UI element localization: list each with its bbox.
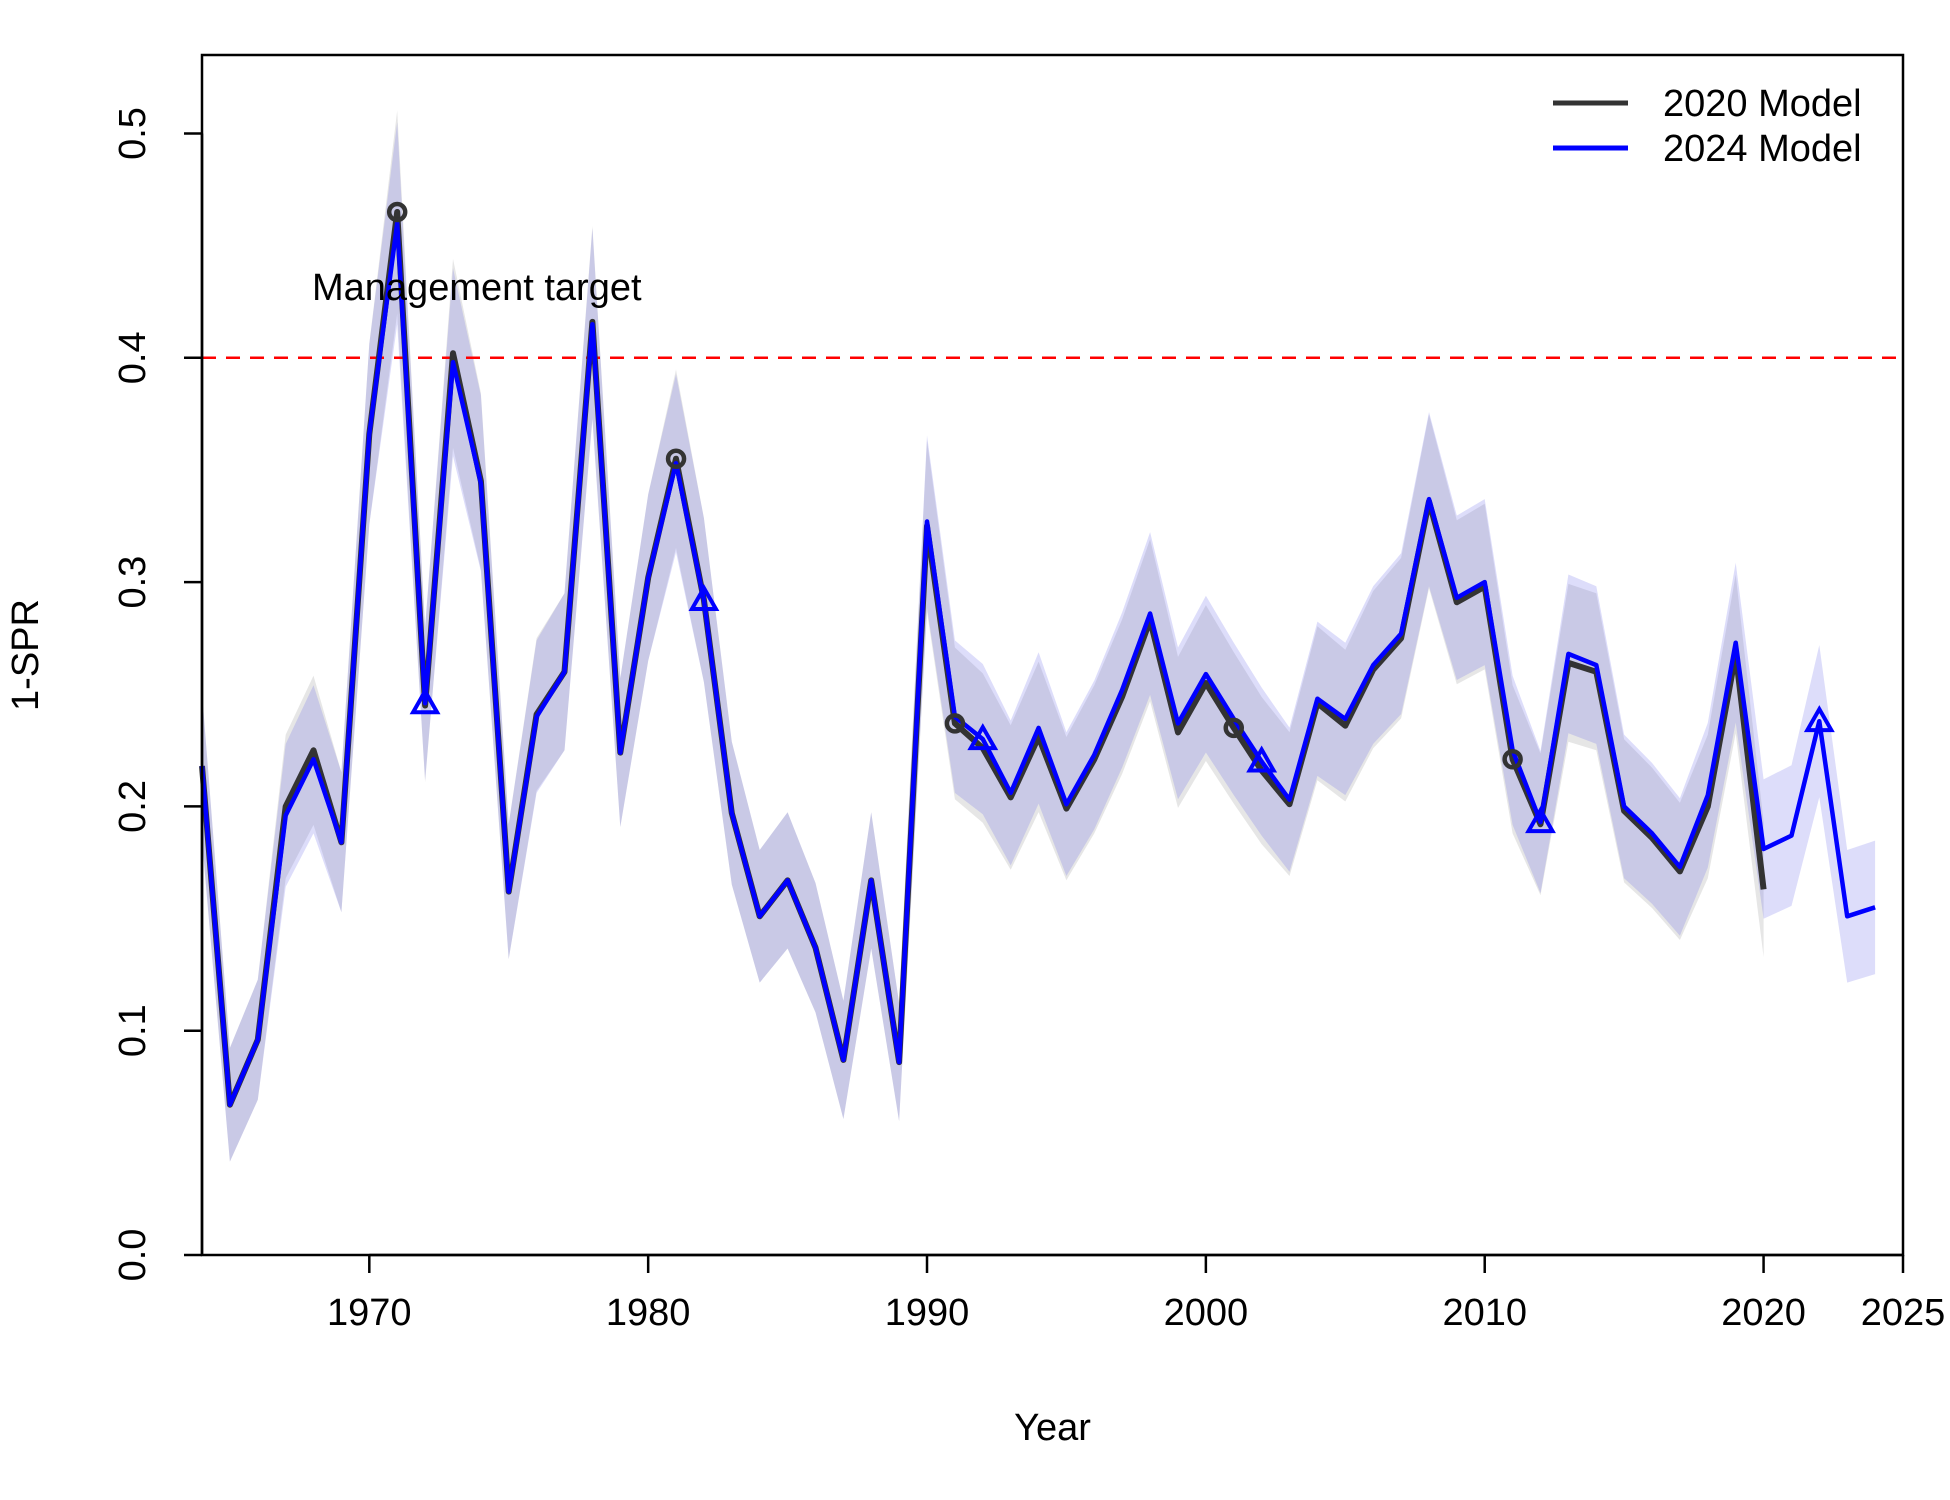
x-axis: 1970 1980 1990 2000 2010 2020 2025	[327, 1253, 1946, 1334]
confidence-band-1	[202, 110, 1764, 1162]
marker-triangle-2012	[1525, 806, 1556, 834]
x-tick-label-2020: 2020	[1721, 1292, 1806, 1334]
y-tick-label-2: 0.2	[112, 780, 154, 833]
reference-line-label: Management target	[312, 267, 642, 309]
y-tick-label-1: 0.1	[112, 1004, 154, 1057]
plot-frame	[200, 53, 1905, 1257]
marker-triangle-1982	[688, 584, 720, 612]
marker-circle-2001	[1223, 717, 1245, 739]
confidence-band-2	[202, 122, 1876, 1162]
x-tick-label-1990: 1990	[885, 1292, 970, 1334]
x-tick-label-2025: 2025	[1861, 1292, 1946, 1334]
marker-triangle-2022	[1803, 705, 1835, 733]
y-tick-label-5: 0.5	[112, 107, 154, 160]
marker-triangle-1972	[409, 687, 441, 715]
x-tick-label-2010: 2010	[1442, 1292, 1527, 1334]
x-tick-label-1980: 1980	[606, 1292, 691, 1334]
y-axis-title: 1-SPR	[5, 599, 47, 711]
confidence-bands	[202, 110, 1876, 1162]
x-tick-label-1970: 1970	[327, 1292, 412, 1334]
marker-circle-1971	[386, 201, 408, 223]
marker-triangle-1992	[967, 723, 999, 751]
series-line-1	[199, 209, 1767, 1108]
y-tick-label-4: 0.4	[112, 331, 154, 384]
series-markers	[386, 201, 1835, 834]
legend-label-2: 2024 Model	[1663, 128, 1862, 170]
marker-triangle-2002	[1246, 745, 1278, 773]
marker-circle-1981	[665, 448, 687, 469]
y-tick-label-0: 0.0	[112, 1229, 154, 1282]
legend-label-1: 2020 Model	[1663, 83, 1862, 125]
marker-circle-2011	[1502, 749, 1523, 770]
x-tick-label-2000: 2000	[1164, 1292, 1249, 1334]
x-axis-title: Year	[1014, 1407, 1091, 1449]
y-axis: 0.0 0.1 0.2 0.3 0.4 0.5	[112, 107, 204, 1282]
marker-circle-1991	[944, 713, 966, 734]
series-line-2	[199, 220, 1876, 1107]
y-tick-label-3: 0.3	[112, 556, 154, 609]
